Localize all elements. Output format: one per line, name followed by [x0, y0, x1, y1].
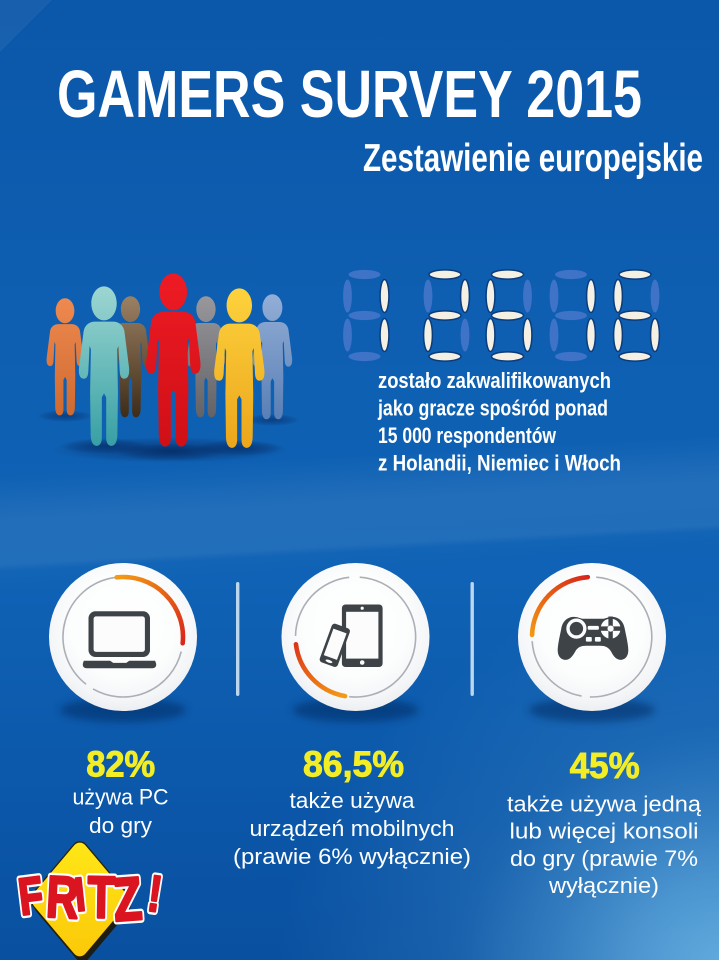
- svg-text:R: R: [45, 865, 81, 932]
- svg-text:86,5%: 86,5%: [303, 744, 404, 785]
- svg-text:także używa jedną: także używa jedną: [507, 792, 702, 817]
- svg-text:do gry (prawie 7%: do gry (prawie 7%: [510, 846, 698, 871]
- svg-text:zostało zakwalifikowanych: zostało zakwalifikowanych: [378, 368, 611, 393]
- svg-text:GAMERS SURVEY 2015: GAMERS SURVEY 2015: [57, 57, 642, 132]
- svg-text:T: T: [87, 865, 116, 931]
- svg-text:urządzeń mobilnych: urządzeń mobilnych: [250, 816, 455, 841]
- svg-text:T: T: [87, 865, 116, 931]
- svg-text:także używa: także używa: [290, 788, 416, 813]
- svg-text:do gry: do gry: [89, 813, 152, 838]
- svg-text:R: R: [45, 865, 81, 932]
- svg-text:używa PC: używa PC: [73, 785, 169, 810]
- svg-text:15 000 respondentów: 15 000 respondentów: [378, 423, 556, 448]
- svg-text:jako gracze spośród ponad: jako gracze spośród ponad: [377, 396, 608, 421]
- svg-text:lub więcej konsoli: lub więcej konsoli: [510, 819, 699, 844]
- svg-text:82%: 82%: [86, 744, 155, 785]
- svg-text:45%: 45%: [570, 745, 640, 786]
- svg-text:wyłącznie): wyłącznie): [548, 873, 659, 898]
- svg-text:z Holandii, Niemiec i Włoch: z Holandii, Niemiec i Włoch: [378, 451, 621, 476]
- svg-text:Zestawienie europejskie: Zestawienie europejskie: [363, 137, 703, 180]
- svg-text:(prawie 6% wyłącznie): (prawie 6% wyłącznie): [233, 844, 471, 869]
- svg-text:Z: Z: [111, 865, 144, 934]
